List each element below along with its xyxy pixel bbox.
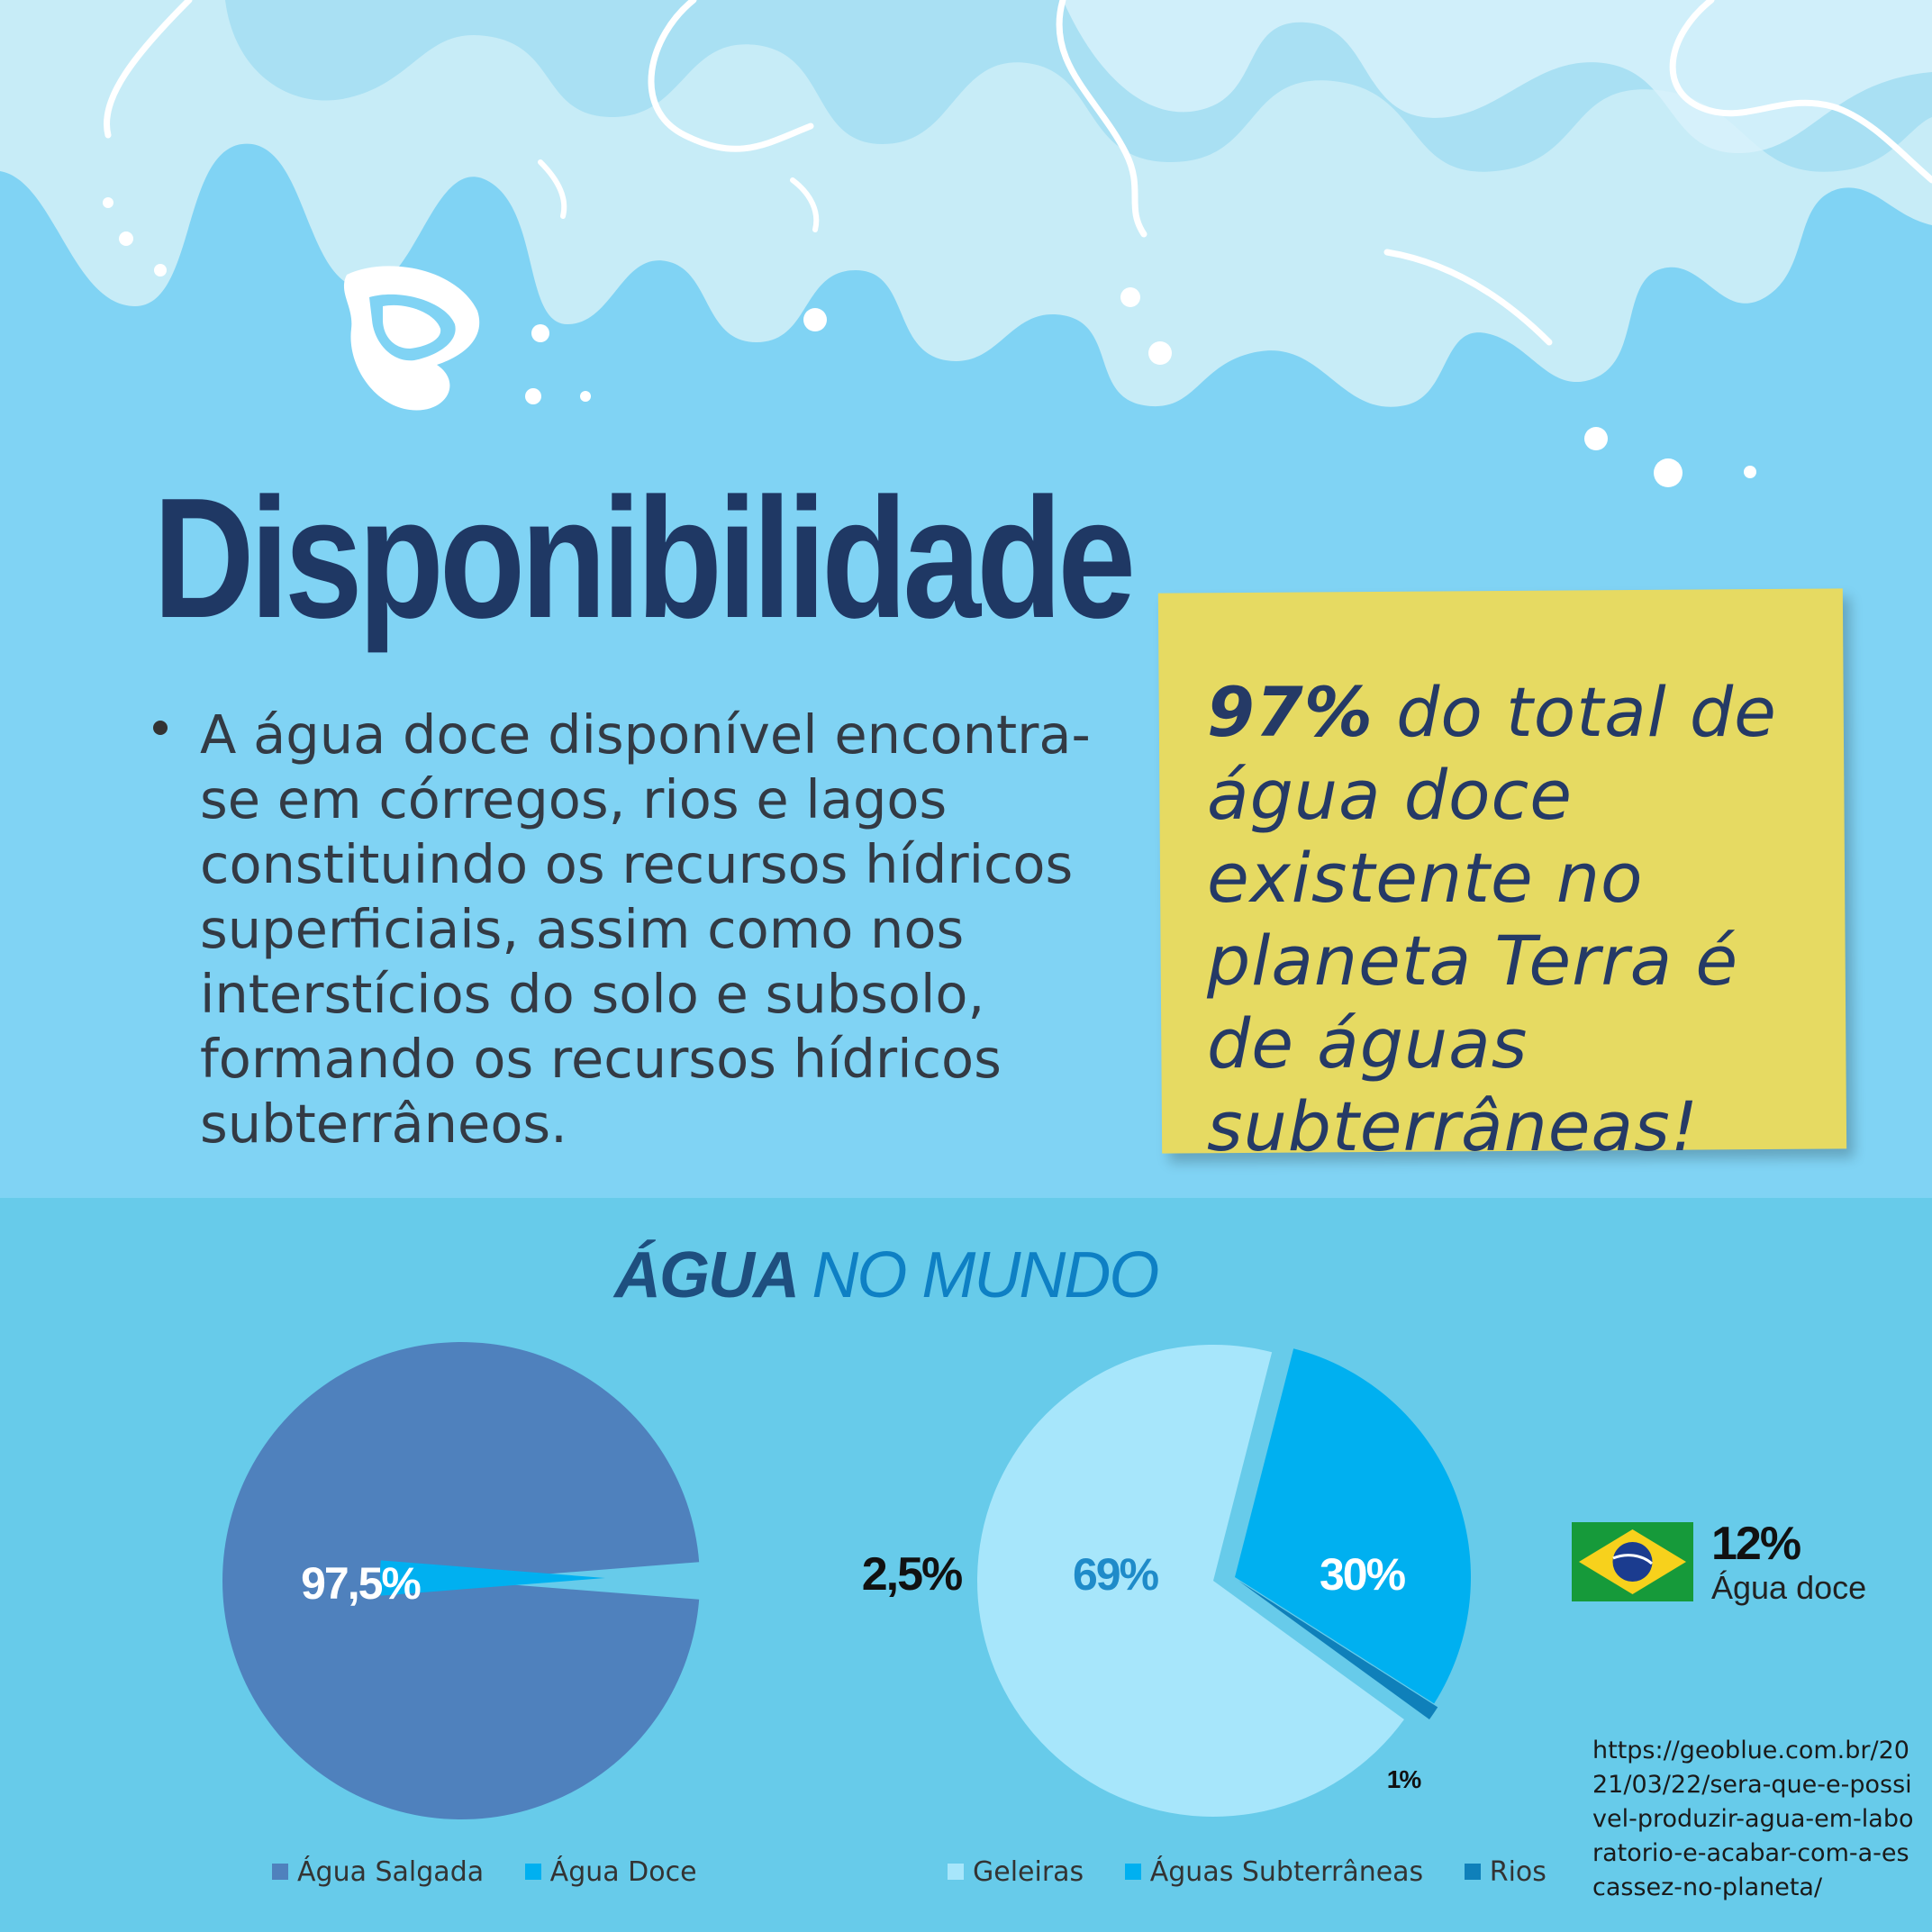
wave-decoration [0, 0, 1932, 487]
legend-label: Água Doce [549, 1855, 697, 1888]
brazil-value: 12% [1711, 1518, 1801, 1570]
page-title: Disponibilidade [153, 463, 1136, 654]
note-highlight: 97% [1207, 672, 1374, 752]
brazil-label: Água doce [1711, 1569, 1867, 1606]
legend-swatch [524, 1864, 541, 1880]
legend-label: Rios [1489, 1855, 1547, 1888]
logo-icon [343, 266, 480, 411]
legend-label: Águas Subterrâneas [1149, 1855, 1424, 1888]
data-label-salgada: 97,5% [301, 1558, 421, 1609]
legend-swatch [272, 1864, 288, 1880]
pie-slice-geleiras [976, 1345, 1404, 1817]
legend-item-doce: Água Doce [524, 1855, 697, 1888]
data-label-geleiras: 69% [1073, 1549, 1159, 1600]
chart-title-part1: ÁGUA [614, 1239, 797, 1311]
pie-slice-agua-doce [380, 1560, 605, 1596]
legend-item-subterraneas: Águas Subterrâneas [1124, 1855, 1424, 1888]
legend-label: Água Salgada [297, 1855, 485, 1888]
pie-chart-world: 97,5% 2,5% [222, 1342, 964, 1819]
legend-item-rios: Rios [1464, 1855, 1547, 1888]
data-label-subterraneas: 30% [1320, 1549, 1406, 1600]
legend-swatch [1464, 1864, 1481, 1880]
note-body: do total de água doce existente no plane… [1207, 672, 1777, 1166]
legend-world: Água Salgada Água Doce [272, 1855, 730, 1888]
data-label-doce: 2,5% [862, 1548, 962, 1601]
pie-chart-freshwater: 69% 30% 1% [976, 1345, 1471, 1817]
legend-item-salgada: Água Salgada [272, 1856, 484, 1888]
data-label-rios: 1% [1387, 1765, 1422, 1793]
legend-swatch [1124, 1864, 1141, 1880]
pie-slice-subterraneas [1235, 1348, 1471, 1704]
bullet-dot [153, 721, 168, 735]
chart-title: ÁGUA NO MUNDO [614, 1238, 1159, 1312]
pie-slice-rios [1238, 1581, 1438, 1719]
source-link[interactable]: https://geoblue.com.br/2021/03/22/sera-q… [1592, 1737, 1914, 1901]
brazil-flag-icon [1572, 1522, 1693, 1601]
legend-label: Geleiras [973, 1855, 1084, 1888]
body-paragraph: A água doce disponível encontra-se em có… [200, 703, 1091, 1155]
legend-freshwater: Geleiras Águas Subterrâneas Rios [948, 1855, 1579, 1888]
legend-swatch [948, 1864, 964, 1880]
legend-item-geleiras: Geleiras [948, 1856, 1084, 1888]
chart-title-part2: NO MUNDO [812, 1239, 1159, 1311]
sticky-note-text: 97% do total de água doce existente no p… [1207, 671, 1837, 1168]
